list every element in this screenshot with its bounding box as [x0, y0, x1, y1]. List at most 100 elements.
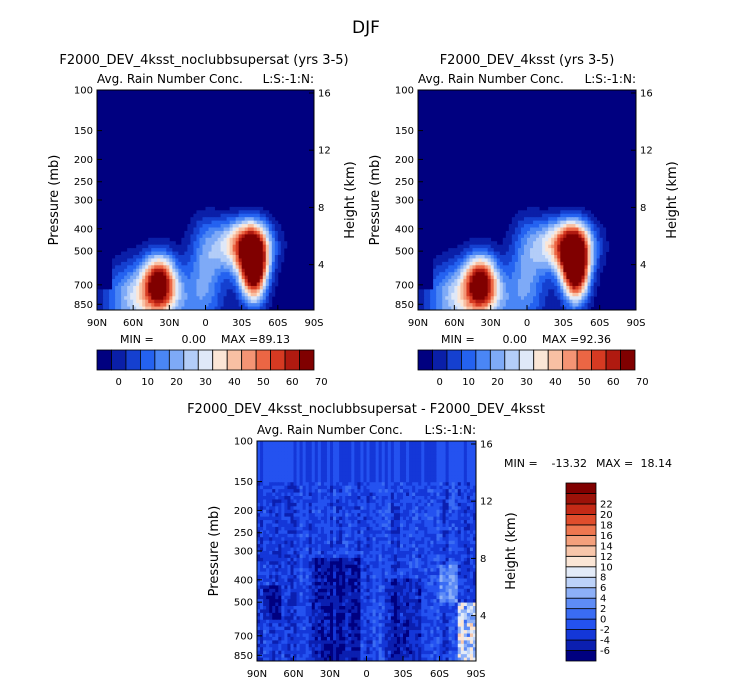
- field-cell: [436, 451, 440, 456]
- field-cell: [115, 282, 119, 287]
- field-cell: [262, 234, 267, 239]
- field-cell: [109, 306, 113, 311]
- field-cell: [587, 220, 591, 225]
- field-cell: [317, 499, 322, 504]
- field-cell: [436, 516, 440, 521]
- field-cell: [412, 533, 416, 538]
- field-cell: [184, 244, 188, 249]
- field-cell: [421, 516, 425, 521]
- field-cell: [530, 217, 534, 222]
- field-cell: [575, 268, 579, 273]
- field-cell: [266, 496, 270, 500]
- field-cell: [266, 454, 270, 459]
- field-cell: [445, 261, 449, 266]
- field-cell: [384, 485, 389, 490]
- field-cell: [287, 492, 291, 497]
- field-cell: [199, 255, 203, 259]
- field-cell: [320, 509, 325, 514]
- field-cell: [293, 444, 297, 449]
- field-cell: [163, 292, 167, 297]
- panel-right: F2000_DEV_4ksst (yrs 3-5) Avg. Rain Numb…: [368, 53, 680, 388]
- field-cell: [360, 530, 364, 535]
- field-cell: [560, 272, 564, 277]
- field-cell: [448, 509, 453, 514]
- field-cell: [596, 230, 601, 235]
- field-cell: [308, 454, 313, 459]
- field-cell: [469, 461, 474, 466]
- field-cell: [290, 523, 294, 528]
- x-tick-label: 60S: [590, 318, 609, 329]
- field-cell: [463, 244, 467, 249]
- field-cell: [363, 458, 367, 463]
- field-cell: [475, 306, 479, 311]
- field-cell: [490, 306, 495, 311]
- field-cell: [333, 492, 337, 497]
- field-cell: [536, 217, 540, 222]
- field-cell: [372, 458, 377, 463]
- field-cell: [348, 468, 352, 473]
- field-cell: [308, 471, 313, 476]
- field-cell: [602, 244, 607, 249]
- field-cell: [299, 485, 304, 490]
- field-cell: [563, 251, 567, 256]
- field-cell: [250, 213, 255, 218]
- field-cell: [439, 523, 443, 528]
- field-cell: [299, 441, 304, 445]
- field-cell: [445, 526, 450, 531]
- field-cell: [333, 478, 337, 483]
- field-cell: [427, 465, 431, 469]
- field-cell: [241, 255, 246, 259]
- field-cell: [118, 299, 122, 304]
- field-cell: [548, 265, 552, 270]
- field-cell: [469, 296, 473, 301]
- field-cell: [448, 499, 453, 504]
- field-cell: [184, 258, 188, 263]
- field-cell: [103, 296, 107, 301]
- field-cell: [311, 482, 316, 487]
- field-cell: [448, 282, 452, 287]
- field-cell: [357, 444, 361, 449]
- field-cell: [527, 285, 531, 290]
- field-cell: [451, 282, 455, 287]
- field-cell: [566, 285, 570, 290]
- field-cell: [214, 258, 218, 263]
- field-cell: [314, 533, 319, 538]
- field-cell: [271, 237, 276, 242]
- field-cell: [127, 279, 131, 283]
- field-cell: [357, 461, 361, 466]
- field-cell: [160, 303, 164, 307]
- field-cell: [357, 492, 361, 497]
- field-cell: [257, 499, 261, 504]
- field-cell: [399, 526, 404, 531]
- field-cell: [205, 251, 209, 256]
- field-cell: [351, 444, 355, 449]
- field-cell: [253, 258, 258, 263]
- field-cell: [569, 296, 573, 301]
- field-cell: [196, 248, 200, 252]
- field-cell: [554, 227, 558, 232]
- field-cell: [469, 241, 473, 246]
- field-cell: [463, 485, 468, 490]
- field-cell: [250, 230, 255, 235]
- field-cell: [490, 255, 495, 259]
- field-cell: [326, 533, 331, 538]
- field-cell: [154, 268, 158, 273]
- field-cell: [472, 255, 476, 259]
- field-cell: [260, 516, 264, 521]
- field-cell: [542, 306, 546, 311]
- field-cell: [351, 485, 355, 490]
- field-cell: [454, 258, 458, 263]
- field-cell: [217, 272, 221, 277]
- field-cell: [557, 230, 561, 235]
- field-cell: [424, 485, 428, 490]
- field-cell: [569, 268, 573, 273]
- field-cell: [502, 272, 507, 277]
- field-cell: [256, 303, 261, 307]
- field-cell: [415, 454, 419, 459]
- field-cell: [466, 272, 470, 277]
- y2-tick-label: 8: [640, 203, 646, 214]
- field-cell: [536, 299, 540, 304]
- field-cell: [563, 220, 567, 225]
- field-cell: [587, 272, 591, 277]
- field-cell: [523, 213, 528, 218]
